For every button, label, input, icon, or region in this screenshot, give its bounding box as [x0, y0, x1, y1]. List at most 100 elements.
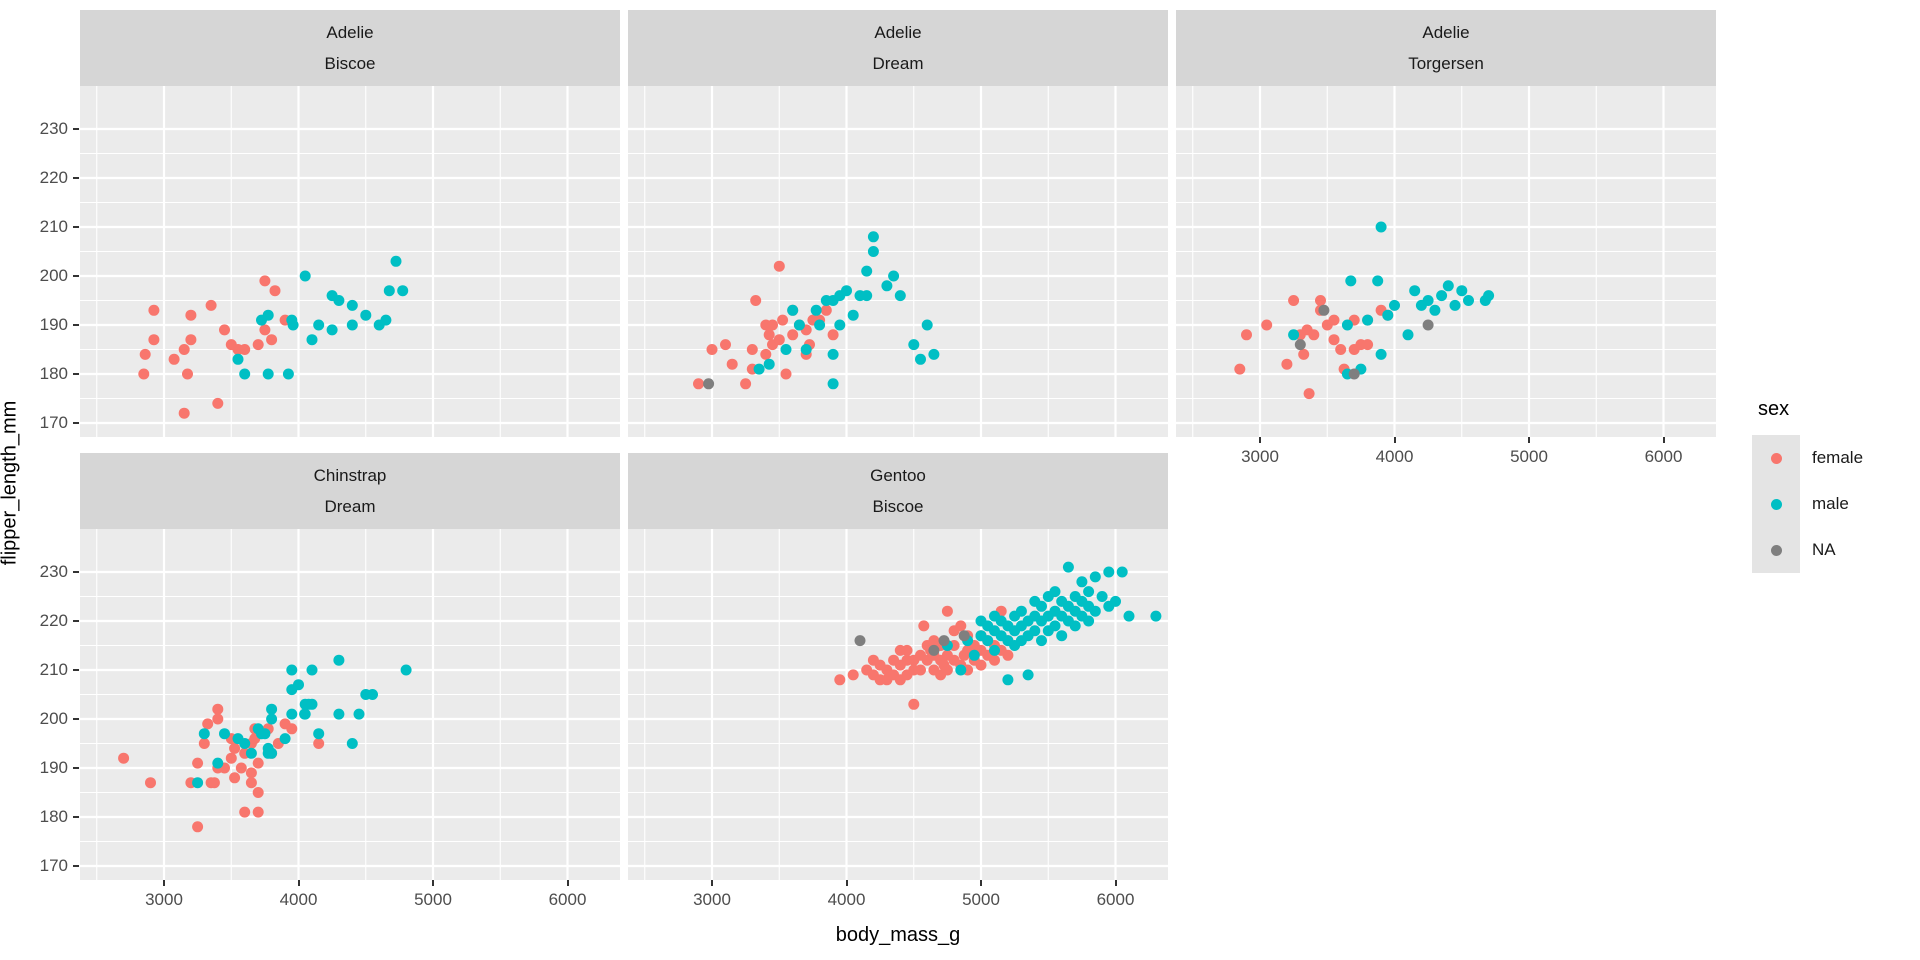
strip-island-label: Torgersen [1408, 54, 1484, 73]
x-axis-tick [1393, 437, 1396, 443]
x-axis-tick-label: 6000 [1096, 890, 1135, 909]
data-point [380, 314, 392, 326]
data-point [287, 319, 299, 331]
data-point [259, 324, 271, 336]
facet-strip-chinstrap-dream: Chinstrap Dream [80, 453, 620, 529]
y-axis-tick-label: 170 [39, 413, 68, 432]
data-point [383, 285, 395, 297]
data-point [767, 319, 778, 331]
data-point [313, 319, 325, 331]
legend-key [1752, 527, 1800, 573]
y-axis-tick-label: 180 [39, 364, 68, 383]
data-point [208, 777, 220, 789]
data-point [989, 644, 1000, 656]
legend-title: sex [1758, 398, 1790, 420]
y-axis-tick-label: 200 [39, 709, 68, 728]
data-point [346, 738, 358, 749]
data-point [847, 309, 859, 321]
data-point [1375, 348, 1387, 360]
data-point [1069, 620, 1081, 632]
data-point [185, 334, 197, 346]
strip-species-label: Chinstrap [313, 466, 387, 485]
x-axis-tick-label: 4000 [827, 890, 866, 909]
data-point [239, 806, 251, 818]
data-point [1022, 669, 1034, 681]
data-point [780, 368, 792, 380]
data-point [313, 728, 325, 740]
data-point [1318, 304, 1330, 316]
x-axis-tick [432, 880, 434, 886]
data-point [753, 363, 765, 375]
data-point [881, 280, 893, 292]
scatter-canvas [628, 86, 1168, 437]
data-point [901, 644, 913, 656]
data-point [908, 698, 920, 710]
data-point [192, 757, 204, 769]
data-point [1116, 566, 1128, 578]
data-point [968, 649, 980, 661]
data-point [810, 304, 822, 316]
y-axis-tick [73, 718, 79, 720]
data-point [955, 620, 967, 632]
data-point [192, 777, 204, 789]
legend-label: NA [1812, 540, 1836, 559]
data-point [1422, 295, 1434, 306]
data-point [975, 659, 987, 671]
data-point [286, 723, 298, 735]
data-point [1002, 674, 1014, 686]
facet-strip-adelie-biscoe: Adelie Biscoe [80, 10, 620, 86]
x-axis-tick-label: 4000 [1375, 447, 1414, 466]
data-point [1456, 285, 1468, 297]
data-point [286, 664, 298, 676]
data-point [854, 635, 866, 647]
data-point [1328, 314, 1340, 326]
data-point [938, 635, 950, 647]
data-point [229, 772, 241, 784]
scatter-canvas [80, 529, 620, 880]
data-point [266, 334, 278, 346]
data-point [232, 353, 244, 365]
data-point [908, 339, 920, 351]
data-point [286, 708, 298, 720]
data-point [1463, 295, 1474, 306]
x-axis-tick-label: 3000 [693, 890, 731, 909]
y-axis-tick-label: 220 [39, 611, 68, 630]
y-axis-tick [73, 816, 79, 818]
data-point [1303, 388, 1315, 400]
data-point [346, 299, 358, 311]
data-point [1315, 295, 1326, 306]
data-point [1402, 329, 1414, 341]
data-point [827, 329, 839, 341]
data-point [918, 620, 930, 632]
data-point [814, 319, 826, 331]
data-point [1110, 595, 1121, 607]
data-point [252, 757, 264, 769]
data-point [306, 664, 318, 676]
y-axis-tick-label: 170 [39, 856, 68, 875]
x-axis-tick-label: 6000 [1644, 447, 1683, 466]
y-axis-tick [73, 324, 79, 326]
data-point [888, 270, 900, 282]
data-point [1056, 630, 1068, 642]
y-axis-tick [73, 177, 79, 179]
data-point [1436, 290, 1448, 302]
y-axis-tick-label: 190 [39, 315, 68, 334]
strip-island-label: Biscoe [324, 54, 376, 73]
legend-entry-na: NA [1752, 527, 1863, 573]
facet-strip-gentoo-biscoe: Gentoo Biscoe [628, 453, 1168, 529]
data-point [703, 378, 715, 390]
data-point [1308, 329, 1320, 341]
x-axis-tick-label: 3000 [145, 890, 183, 909]
data-point [333, 295, 345, 306]
data-point [1103, 566, 1115, 578]
data-point [1341, 319, 1353, 331]
data-point [299, 708, 311, 720]
data-point [1409, 285, 1421, 297]
data-point [989, 654, 1000, 666]
y-axis-tick-label: 200 [39, 266, 68, 285]
strip-island-label: Biscoe [872, 497, 924, 516]
plot-panel-adelie-dream [628, 86, 1168, 437]
data-point [1029, 625, 1041, 637]
na-point-icon [1770, 544, 1782, 556]
